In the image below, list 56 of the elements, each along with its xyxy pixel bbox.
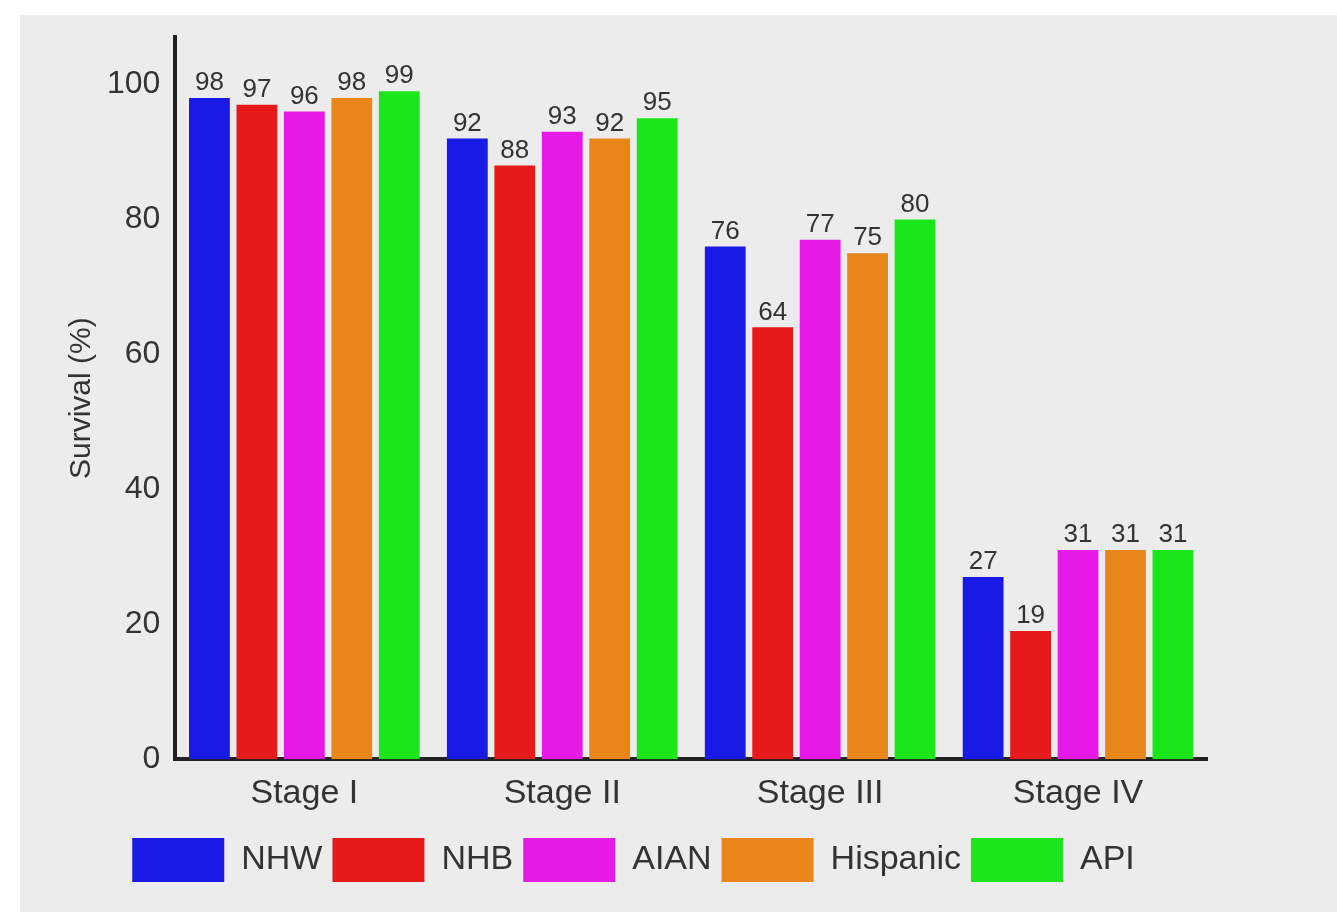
bar bbox=[636, 118, 678, 760]
bar bbox=[236, 104, 278, 760]
data-label: 31 bbox=[1158, 518, 1188, 549]
bar bbox=[1152, 550, 1194, 760]
legend-label: AIAN bbox=[632, 838, 712, 877]
bar bbox=[894, 219, 936, 760]
data-label: 96 bbox=[289, 79, 319, 110]
bar bbox=[752, 327, 794, 760]
legend-label: Hispanic bbox=[830, 838, 961, 877]
bar bbox=[331, 97, 373, 760]
data-label: 77 bbox=[805, 207, 835, 238]
legend-label: NHW bbox=[241, 838, 323, 877]
y-tick-label: 0 bbox=[142, 739, 161, 776]
data-label: 95 bbox=[642, 86, 672, 117]
legend-label: NHB bbox=[441, 838, 514, 877]
bar bbox=[189, 97, 230, 760]
data-label: 97 bbox=[242, 72, 272, 103]
data-label: 98 bbox=[194, 66, 224, 97]
bar bbox=[1057, 550, 1099, 760]
y-tick-label: 100 bbox=[107, 64, 161, 101]
bar bbox=[283, 111, 325, 760]
data-label: 31 bbox=[1063, 518, 1093, 549]
x-tick-label: Stage I bbox=[250, 771, 359, 810]
data-label: 76 bbox=[710, 214, 740, 245]
bar bbox=[589, 138, 631, 760]
y-tick-label: 40 bbox=[124, 469, 161, 506]
data-label: 92 bbox=[452, 106, 482, 137]
bar bbox=[1105, 550, 1146, 760]
bar bbox=[378, 91, 420, 760]
bar bbox=[494, 165, 536, 760]
bar bbox=[962, 577, 1004, 760]
data-label: 19 bbox=[1016, 599, 1046, 630]
data-label: 92 bbox=[595, 106, 625, 137]
legend-label: API bbox=[1079, 838, 1135, 877]
y-axis-title: Survival (%) bbox=[63, 317, 97, 480]
data-label: 31 bbox=[1111, 518, 1140, 549]
data-label: 93 bbox=[547, 99, 577, 130]
bar bbox=[541, 131, 583, 760]
bar bbox=[847, 253, 889, 760]
x-tick-label: Stage IV bbox=[1012, 771, 1144, 810]
bar bbox=[1010, 630, 1051, 760]
x-tick-label: Stage III bbox=[756, 771, 884, 810]
bar bbox=[446, 138, 488, 760]
data-label: 27 bbox=[968, 545, 998, 576]
y-tick-label: 60 bbox=[124, 334, 161, 371]
data-label: 80 bbox=[900, 187, 930, 218]
data-label: 88 bbox=[500, 133, 530, 164]
data-label: 75 bbox=[853, 221, 883, 252]
data-label: 99 bbox=[384, 59, 414, 90]
x-tick-label: Stage II bbox=[503, 771, 621, 810]
y-tick-label: 80 bbox=[124, 199, 161, 236]
y-tick-label: 20 bbox=[124, 604, 161, 641]
data-label: 98 bbox=[337, 66, 367, 97]
bar bbox=[799, 239, 841, 760]
data-label: 64 bbox=[758, 295, 788, 326]
bar bbox=[704, 246, 746, 760]
